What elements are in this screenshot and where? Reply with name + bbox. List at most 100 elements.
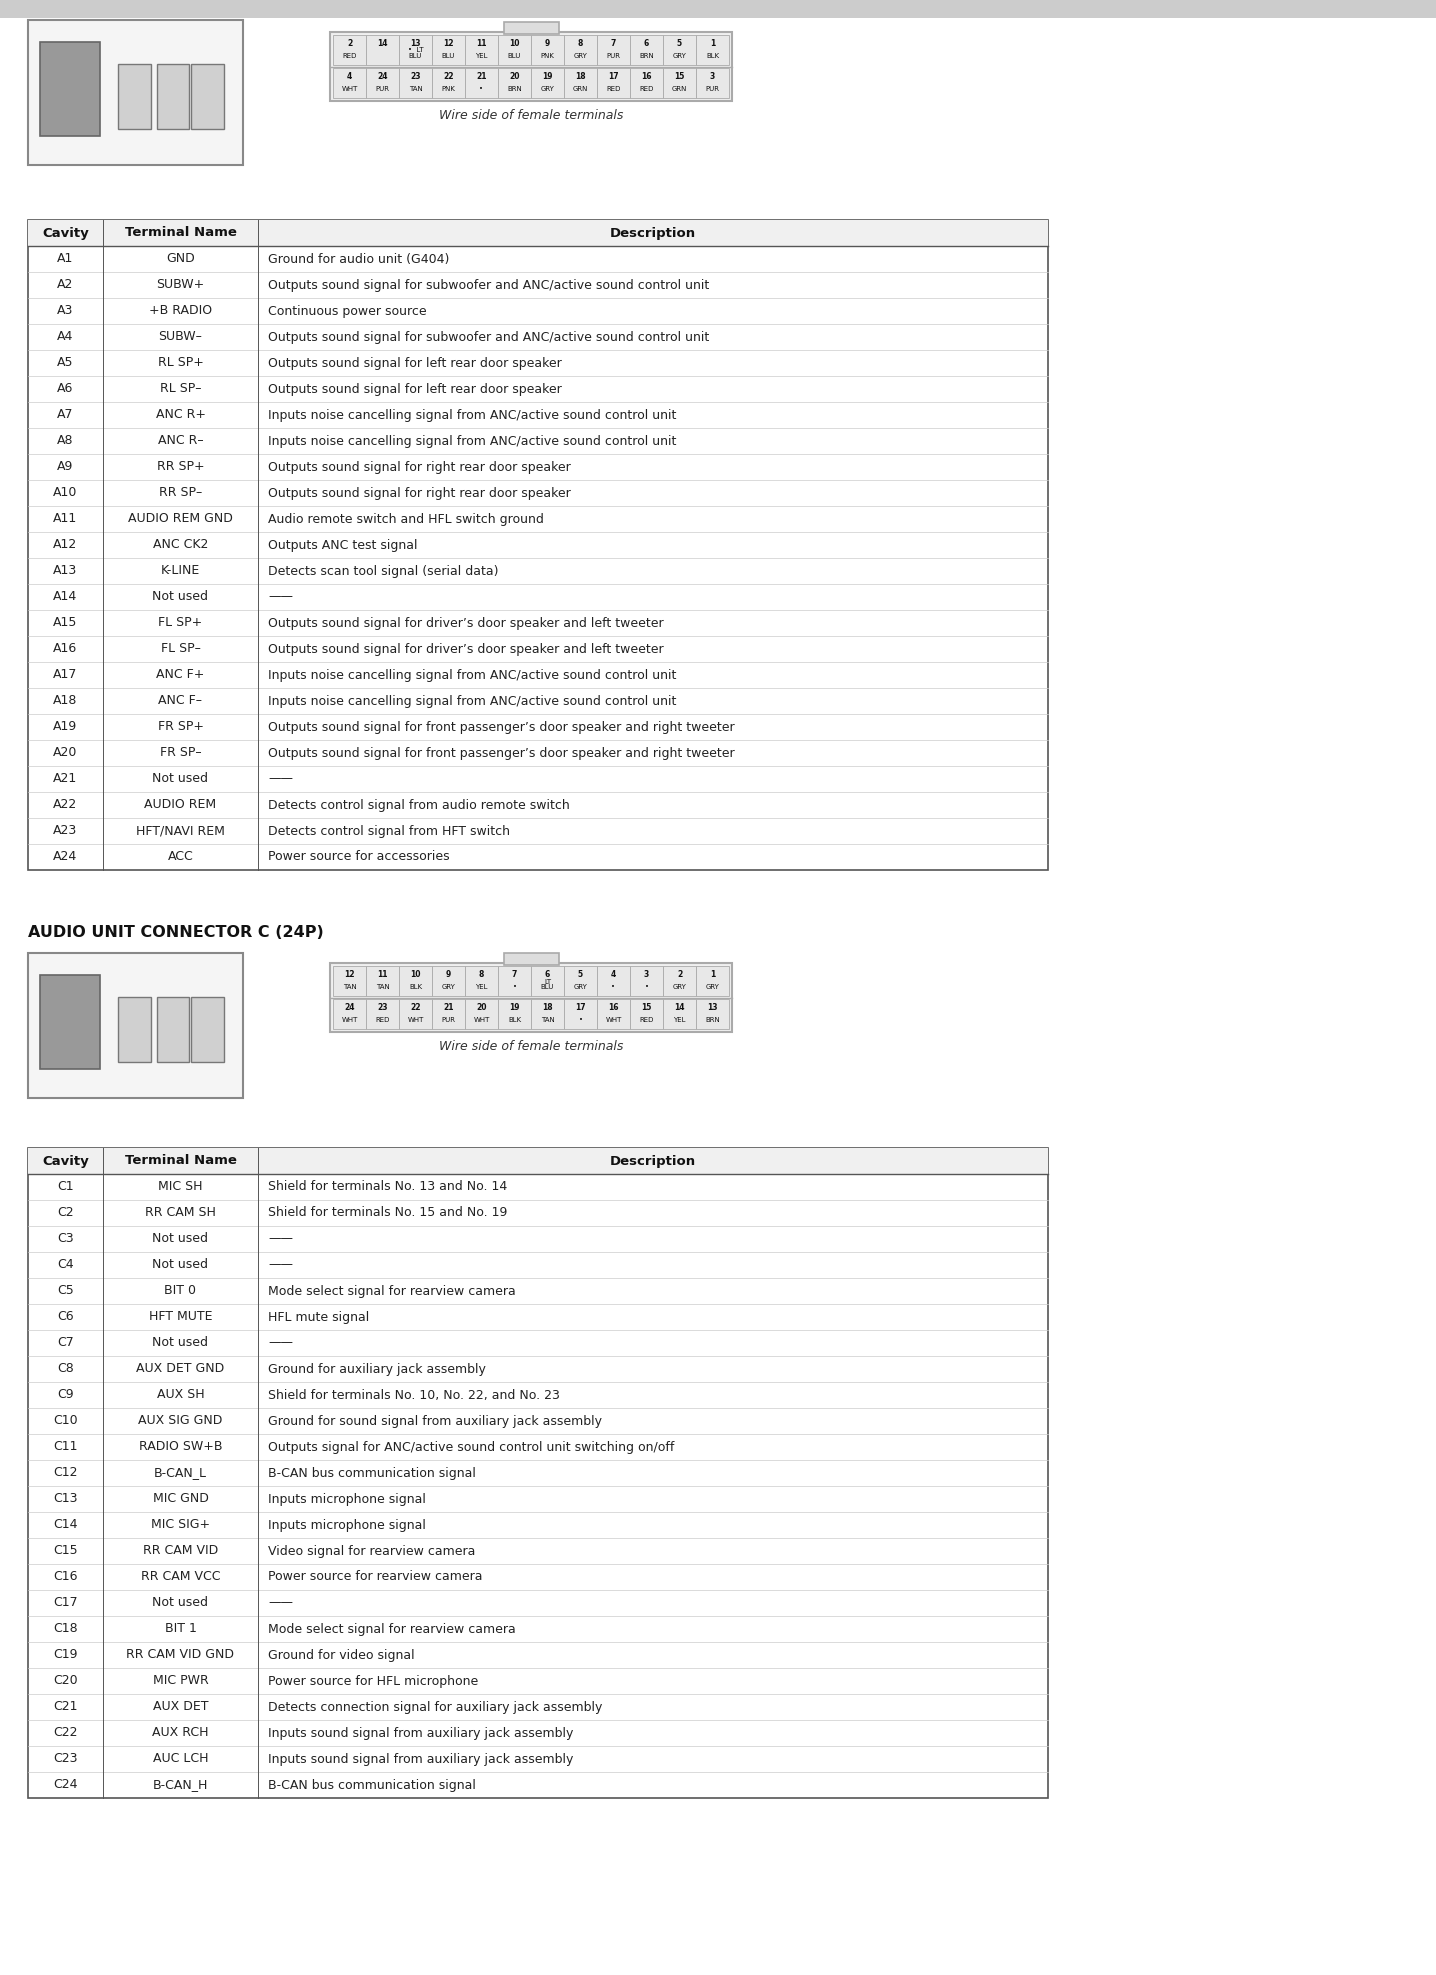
Text: GRY: GRY	[573, 984, 587, 989]
Text: ——: ——	[269, 1337, 293, 1349]
Text: RL SP+: RL SP+	[158, 357, 204, 369]
Text: GRN: GRN	[672, 87, 688, 93]
Bar	[27, 20, 243, 166]
Text: WHT: WHT	[342, 1017, 358, 1023]
Text: A9: A9	[57, 460, 73, 474]
Bar	[432, 966, 465, 995]
Text: C14: C14	[53, 1519, 78, 1531]
Text: 14: 14	[378, 40, 388, 47]
Text: 24: 24	[345, 1003, 355, 1011]
Bar	[630, 966, 663, 995]
Text: FR SP–: FR SP–	[159, 747, 201, 760]
Text: YEL: YEL	[475, 984, 488, 989]
Text: RR CAM VID: RR CAM VID	[142, 1544, 218, 1558]
Text: TAN: TAN	[343, 984, 356, 989]
Text: A10: A10	[53, 486, 78, 500]
Text: RED: RED	[342, 53, 356, 59]
Text: 18: 18	[576, 71, 586, 81]
Text: Outputs sound signal for right rear door speaker: Outputs sound signal for right rear door…	[269, 460, 570, 474]
Text: BIT 1: BIT 1	[165, 1623, 197, 1635]
Text: C15: C15	[53, 1544, 78, 1558]
Text: Not used: Not used	[152, 1232, 208, 1246]
Text: RED: RED	[639, 1017, 653, 1023]
Text: Inputs noise cancelling signal from ANC/active sound control unit: Inputs noise cancelling signal from ANC/…	[269, 695, 676, 707]
Bar	[663, 966, 696, 995]
Text: BLK: BLK	[508, 1017, 521, 1023]
Text: A11: A11	[53, 512, 78, 525]
Text: 10: 10	[411, 970, 421, 980]
Text: A12: A12	[53, 539, 78, 551]
Text: C3: C3	[57, 1232, 73, 1246]
Text: A5: A5	[57, 357, 73, 369]
Text: ——: ——	[269, 1596, 293, 1610]
Text: SUBW–: SUBW–	[158, 330, 202, 344]
Text: WHT: WHT	[474, 1017, 490, 1023]
Text: •: •	[645, 984, 649, 989]
Text: ANC R+: ANC R+	[155, 409, 205, 421]
Bar	[330, 32, 732, 101]
Bar	[465, 999, 498, 1029]
Text: AUDIO REM GND: AUDIO REM GND	[128, 512, 233, 525]
Text: 20: 20	[510, 71, 520, 81]
Text: A7: A7	[57, 409, 73, 421]
Text: FL SP–: FL SP–	[161, 642, 201, 656]
Text: BRN: BRN	[639, 53, 653, 59]
Bar	[157, 997, 190, 1063]
Text: PNK: PNK	[441, 87, 455, 93]
Bar	[27, 1147, 1048, 1173]
Text: 3: 3	[643, 970, 649, 980]
Bar	[465, 67, 498, 99]
Text: GRY: GRY	[441, 984, 455, 989]
Text: Mode select signal for rearview camera: Mode select signal for rearview camera	[269, 1623, 516, 1635]
Bar	[333, 67, 366, 99]
Bar	[597, 999, 630, 1029]
Text: 21: 21	[444, 1003, 454, 1011]
Bar	[27, 219, 1048, 247]
Bar	[333, 966, 366, 995]
Text: 21: 21	[477, 71, 487, 81]
Text: 9: 9	[544, 40, 550, 47]
Text: SUBW+: SUBW+	[157, 278, 204, 292]
Text: Outputs sound signal for left rear door speaker: Outputs sound signal for left rear door …	[269, 383, 561, 395]
Bar	[696, 966, 729, 995]
Bar	[504, 22, 559, 34]
Bar	[531, 966, 564, 995]
Text: YEL: YEL	[475, 53, 488, 59]
Text: ANC CK2: ANC CK2	[152, 539, 208, 551]
Text: 6: 6	[643, 40, 649, 47]
Text: 1: 1	[709, 40, 715, 47]
Bar	[0, 0, 1436, 18]
Bar	[399, 999, 432, 1029]
Text: BIT 0: BIT 0	[165, 1284, 197, 1298]
Bar	[157, 63, 190, 128]
Text: ——: ——	[269, 591, 293, 604]
Text: Mode select signal for rearview camera: Mode select signal for rearview camera	[269, 1284, 516, 1298]
Text: A24: A24	[53, 851, 78, 863]
Text: B-CAN_L: B-CAN_L	[154, 1467, 207, 1479]
Text: HFT/NAVI REM: HFT/NAVI REM	[136, 824, 225, 837]
Text: Not used: Not used	[152, 1337, 208, 1349]
Text: 12: 12	[444, 40, 454, 47]
Text: B-CAN_H: B-CAN_H	[152, 1779, 208, 1791]
Text: 7: 7	[511, 970, 517, 980]
Text: WHT: WHT	[606, 1017, 622, 1023]
Text: 23: 23	[411, 71, 421, 81]
Bar	[432, 67, 465, 99]
Text: AUX SIG GND: AUX SIG GND	[138, 1414, 223, 1428]
Bar	[366, 36, 399, 65]
Text: Audio remote switch and HFL switch ground: Audio remote switch and HFL switch groun…	[269, 512, 544, 525]
Text: BLK: BLK	[707, 53, 719, 59]
Bar	[696, 999, 729, 1029]
Text: HFL mute signal: HFL mute signal	[269, 1311, 369, 1323]
Text: A2: A2	[57, 278, 73, 292]
Text: RED: RED	[606, 87, 620, 93]
Text: 4: 4	[348, 71, 352, 81]
Text: A19: A19	[53, 721, 78, 733]
Text: FR SP+: FR SP+	[158, 721, 204, 733]
Text: RL SP–: RL SP–	[159, 383, 201, 395]
Text: Detects control signal from HFT switch: Detects control signal from HFT switch	[269, 824, 510, 837]
Text: 6: 6	[544, 970, 550, 980]
Text: Not used: Not used	[152, 772, 208, 786]
Text: Shield for terminals No. 10, No. 22, and No. 23: Shield for terminals No. 10, No. 22, and…	[269, 1388, 560, 1402]
Bar	[399, 67, 432, 99]
